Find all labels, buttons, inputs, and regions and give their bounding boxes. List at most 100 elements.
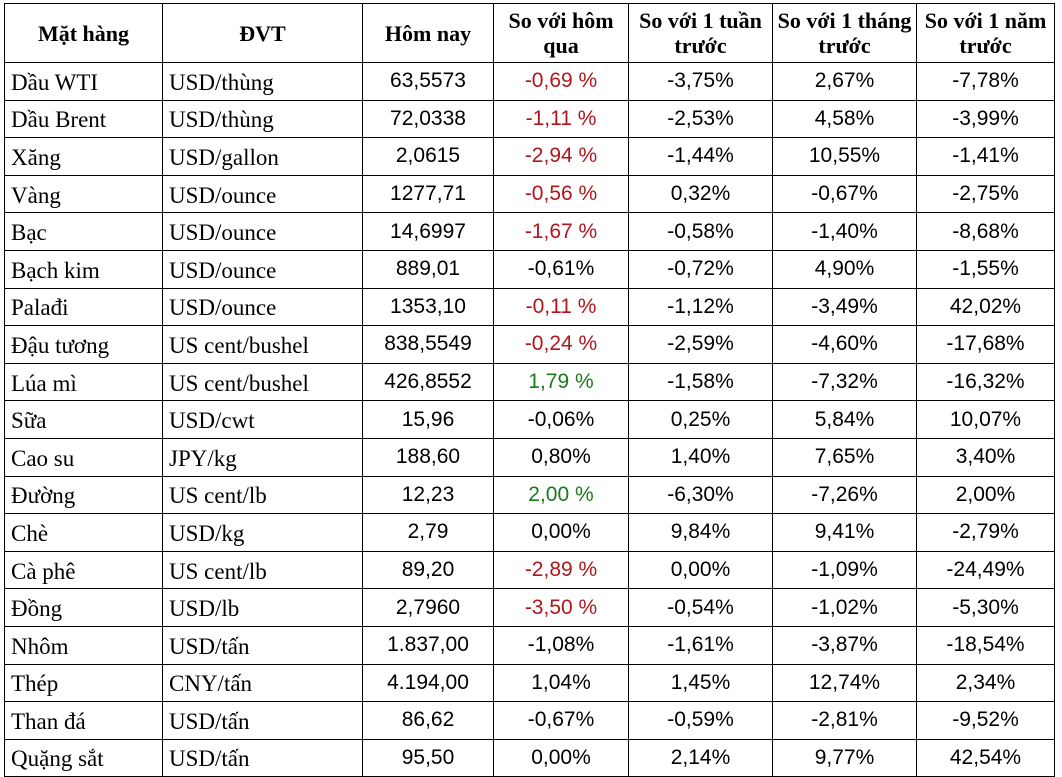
cell-unit: US cent/lb	[162, 550, 363, 590]
cell-unit: JPY/kg	[162, 437, 363, 477]
cell-vs-year: -1,55%	[916, 249, 1055, 289]
cell-today: 2,0615	[362, 137, 494, 176]
cell-unit: USD/tấn	[162, 701, 363, 740]
cell-today: 1277,71	[362, 174, 494, 214]
cell-vs-week: -1,12%	[628, 287, 773, 327]
header-row: Mặt hàng ĐVT Hôm nay So với hôm qua So v…	[4, 3, 1055, 63]
cell-item: Đậu tương	[4, 325, 163, 364]
cell-today: 86,62	[362, 701, 494, 740]
table-row: Cà phê US cent/lb 89,20 -2,89 % 0,00% -1,09% -…	[4, 550, 1055, 590]
cell-vs-year: -24,49%	[916, 550, 1055, 590]
cell-item: Cà phê	[4, 550, 163, 590]
cell-vs-week: -2,59%	[628, 325, 773, 364]
cell-vs-month: -3,87%	[772, 625, 917, 665]
cell-vs-year: -7,78%	[916, 62, 1055, 101]
cell-item: Palađi	[4, 287, 163, 327]
cell-item: Đường	[4, 475, 163, 515]
cell-unit: USD/ounce	[162, 212, 363, 251]
cell-today: 14,6997	[362, 212, 494, 251]
cell-today: 15,96	[362, 400, 494, 439]
cell-vs-week: -1,61%	[628, 625, 773, 665]
table-row: Lúa mì US cent/bushel 426,8552 1,79 % -1,58%…	[4, 362, 1055, 402]
cell-vs-yesterday: -0,56 %	[493, 174, 629, 214]
cell-unit: USD/cwt	[162, 400, 363, 439]
cell-today: 12,23	[362, 475, 494, 515]
cell-vs-yesterday: -0,11 %	[493, 287, 629, 327]
cell-vs-month: 10,55%	[772, 137, 917, 176]
cell-today: 1353,10	[362, 287, 494, 327]
table-row: Thép CNY/tấn 4.194,00 1,04% 1,45% 12,74% 2,34%	[4, 663, 1055, 703]
cell-vs-yesterday: -0,69 %	[493, 62, 629, 101]
table-row: Đồng USD/lb 2,7960 -3,50 % -0,54% -1,02% -5,30…	[4, 588, 1055, 627]
cell-vs-month: -3,49%	[772, 287, 917, 327]
cell-vs-month: -1,40%	[772, 212, 917, 251]
header-vs-month: So với 1 tháng trước	[772, 3, 917, 63]
cell-vs-month: -7,26%	[772, 475, 917, 515]
cell-vs-yesterday: -3,50 %	[493, 588, 629, 627]
header-vs-year: So với 1 năm trước	[916, 3, 1055, 63]
cell-today: 838,5549	[362, 325, 494, 364]
cell-vs-yesterday: 2,00 %	[493, 475, 629, 515]
cell-vs-yesterday: 0,80%	[493, 437, 629, 477]
cell-today: 89,20	[362, 550, 494, 590]
cell-item: Bạc	[4, 212, 163, 251]
table-row: Than đá USD/tấn 86,62 -0,67% -0,59% -2,81% -9,…	[4, 701, 1055, 740]
cell-vs-yesterday: -1,08%	[493, 625, 629, 665]
table-row: Bạch kim USD/ounce 889,01 -0,61% -0,72% 4,90%…	[4, 249, 1055, 289]
cell-unit: USD/thùng	[162, 62, 363, 101]
cell-item: Bạch kim	[4, 249, 163, 289]
cell-vs-month: 2,67%	[772, 62, 917, 101]
cell-vs-week: -1,58%	[628, 362, 773, 402]
header-unit: ĐVT	[162, 3, 363, 63]
cell-vs-month: 9,41%	[772, 513, 917, 552]
cell-vs-year: 10,07%	[916, 400, 1055, 439]
cell-vs-year: -1,41%	[916, 137, 1055, 176]
cell-vs-week: -0,54%	[628, 588, 773, 627]
header-vs-yesterday: So với hôm qua	[493, 3, 629, 63]
cell-vs-month: -2,81%	[772, 701, 917, 740]
cell-vs-week: -0,59%	[628, 701, 773, 740]
table-row: Đậu tương US cent/bushel 838,5549 -0,24 % -2…	[4, 325, 1055, 364]
cell-vs-year: 42,02%	[916, 287, 1055, 327]
cell-vs-yesterday: -1,67 %	[493, 212, 629, 251]
cell-unit: USD/thùng	[162, 99, 363, 139]
cell-vs-year: -2,79%	[916, 513, 1055, 552]
cell-vs-week: -0,72%	[628, 249, 773, 289]
table-row: Đường US cent/lb 12,23 2,00 % -6,30% -7,26% 2,…	[4, 475, 1055, 515]
cell-vs-year: -16,32%	[916, 362, 1055, 402]
cell-unit: USD/ounce	[162, 174, 363, 214]
cell-unit: US cent/bushel	[162, 362, 363, 402]
table-row: Cao su JPY/kg 188,60 0,80% 1,40% 7,65% 3,40%	[4, 437, 1055, 477]
cell-vs-week: -2,53%	[628, 99, 773, 139]
cell-vs-yesterday: -2,89 %	[493, 550, 629, 590]
cell-item: Than đá	[4, 701, 163, 740]
cell-vs-month: 5,84%	[772, 400, 917, 439]
cell-vs-year: -9,52%	[916, 701, 1055, 740]
cell-item: Xăng	[4, 137, 163, 176]
cell-vs-month: -1,09%	[772, 550, 917, 590]
cell-vs-week: -0,58%	[628, 212, 773, 251]
cell-unit: USD/gallon	[162, 137, 363, 176]
cell-item: Lúa mì	[4, 362, 163, 402]
table-row: Palađi USD/ounce 1353,10 -0,11 % -1,12% -3,49…	[4, 287, 1055, 327]
table-row: Bạc USD/ounce 14,6997 -1,67 % -0,58% -1,40% -8…	[4, 212, 1055, 251]
table-row: Dầu Brent USD/thùng 72,0338 -1,11 % -2,53% 4,…	[4, 99, 1055, 139]
header-item: Mặt hàng	[4, 3, 163, 63]
cell-vs-week: 1,45%	[628, 663, 773, 703]
cell-vs-year: -2,75%	[916, 174, 1055, 214]
cell-item: Cao su	[4, 437, 163, 477]
cell-unit: USD/ounce	[162, 287, 363, 327]
cell-vs-year: 2,34%	[916, 663, 1055, 703]
cell-item: Chè	[4, 513, 163, 552]
cell-today: 426,8552	[362, 362, 494, 402]
cell-today: 2,79	[362, 513, 494, 552]
cell-vs-month: 12,74%	[772, 663, 917, 703]
cell-vs-year: -3,99%	[916, 99, 1055, 139]
cell-vs-week: 0,32%	[628, 174, 773, 214]
cell-unit: USD/kg	[162, 513, 363, 552]
cell-unit: CNY/tấn	[162, 663, 363, 703]
table-row: Chè USD/kg 2,79 0,00% 9,84% 9,41% -2,79%	[4, 513, 1055, 552]
cell-vs-yesterday: 1,04%	[493, 663, 629, 703]
cell-vs-month: 4,90%	[772, 249, 917, 289]
cell-vs-yesterday: -0,67%	[493, 701, 629, 740]
